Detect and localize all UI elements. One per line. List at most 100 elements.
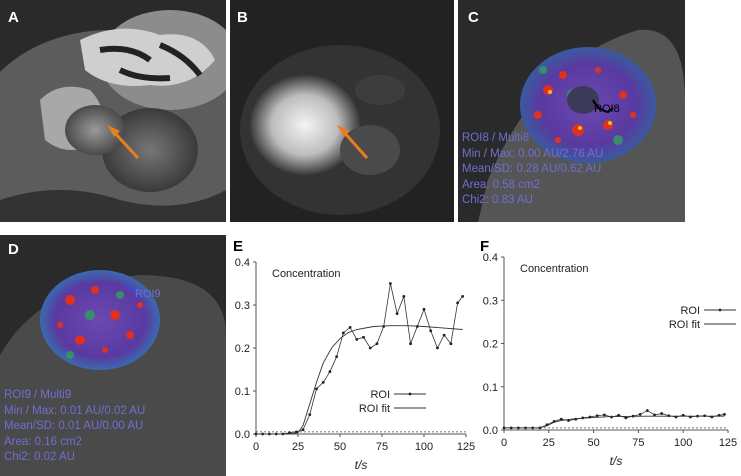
panel-c-roi-stats: ROI8 / Multi8 Min / Max: 0.00 AU/2.76 AU… — [462, 131, 603, 209]
x-tick-label: 50 — [587, 437, 599, 449]
roi-stat-line: Chi2: 0.02 AU — [4, 451, 75, 463]
y-tick-label: 0.0 — [235, 429, 250, 441]
x-tick-label: 0 — [501, 437, 507, 449]
data-point — [368, 346, 372, 350]
data-point — [559, 417, 563, 421]
data-point — [395, 312, 399, 315]
data-point — [335, 355, 339, 358]
panel-c-letter: C — [468, 9, 479, 26]
series-roi-line — [504, 410, 725, 429]
panel-c-mri-svg — [458, 0, 685, 222]
panel-e-letter: E — [233, 238, 244, 255]
roi-stat-line: ROI9 / Multi9 — [4, 389, 72, 401]
panel-d-letter: D — [8, 241, 19, 258]
data-point — [602, 413, 606, 417]
y-tick-label: 0.2 — [235, 343, 250, 355]
data-point — [456, 301, 459, 305]
data-point — [638, 413, 642, 416]
x-axis-label: t/s — [355, 458, 368, 472]
roi-stat-line: Chi2: 0.83 AU — [462, 194, 533, 206]
y-tick-label: 0.1 — [235, 386, 250, 398]
chart-e: 0.0 0.1 0.2 0.3 0.4 0 25 50 75 100 125 t/s Concentra… — [235, 257, 475, 472]
data-point — [409, 342, 412, 346]
x-tick-label: 125 — [719, 437, 737, 449]
x-tick-label: 0 — [253, 441, 259, 453]
legend-roi-label: ROI — [680, 305, 700, 317]
legend-roi-marker — [408, 392, 412, 396]
panel-a-letter: A — [8, 9, 19, 26]
roi-stat-line: Min / Max: 0.00 AU/2.76 AU — [462, 147, 604, 160]
roi-stat-line: Mean/SD: 0.01 AU/0.00 AU — [4, 420, 144, 432]
data-point — [288, 431, 291, 435]
x-tick-label: 25 — [292, 441, 304, 453]
panel-b-mri-image: B — [230, 0, 454, 222]
roi-stat-line: Min / Max: 0.01 AU/0.02 AU — [4, 404, 146, 417]
data-point — [617, 413, 621, 417]
chart-title: Concentration — [520, 263, 589, 275]
data-point — [362, 335, 365, 339]
data-point — [436, 346, 439, 350]
data-point — [348, 325, 352, 329]
legend-roi-marker — [718, 308, 722, 312]
panel-d-roi-stats: ROI9 / Multi9 Min / Max: 0.01 AU/0.02 AU… — [4, 388, 145, 466]
x-tick-label: 75 — [376, 441, 388, 453]
data-point — [660, 412, 664, 415]
series-roi-fit-line — [504, 415, 725, 429]
y-tick-label: 0.0 — [483, 425, 498, 437]
y-tick-label: 0.3 — [483, 295, 498, 307]
legend-roi-label: ROI — [370, 389, 390, 401]
data-point — [402, 295, 406, 298]
data-point — [653, 413, 656, 417]
roi-stat-line: ROI8 / Multi8 — [462, 132, 530, 144]
y-tick-label: 0.1 — [483, 382, 498, 394]
x-tick-label: 100 — [415, 441, 433, 453]
data-point — [723, 413, 726, 416]
panel-b-mri-svg — [230, 0, 454, 222]
panel-d-mri-svg — [0, 235, 226, 476]
roi-stat-line: Area: 0.16 cm2 — [4, 435, 82, 448]
data-point — [461, 295, 465, 298]
panel-c-perfusion-image: ROI8 ROI8 / Multi8 Min / Max: 0.00 AU/2.… — [458, 0, 685, 222]
data-point — [375, 342, 379, 346]
y-tick-label: 0.4 — [483, 252, 498, 264]
panel-b-letter: B — [237, 9, 248, 26]
panel-f-letter: F — [480, 238, 490, 255]
data-point — [315, 387, 318, 391]
roi8-tag: ROI8 — [594, 103, 620, 115]
legend-roi-fit-label: ROI fit — [669, 319, 700, 331]
data-point — [442, 333, 446, 337]
x-axis-label: t/s — [610, 454, 623, 468]
roi-stat-line: Mean/SD: 0.28 AU/0.62 AU — [462, 163, 602, 175]
data-point — [449, 342, 453, 346]
series-roi-fit-line — [256, 325, 463, 435]
y-tick-label: 0.4 — [235, 257, 250, 269]
data-point — [341, 331, 345, 335]
data-point — [422, 307, 426, 311]
data-point — [389, 282, 392, 285]
data-point — [301, 428, 305, 432]
x-tick-label: 100 — [674, 437, 692, 449]
x-tick-label: 50 — [334, 441, 346, 453]
arrow-a — [110, 128, 140, 160]
x-tick-label: 75 — [632, 437, 644, 449]
data-point — [328, 370, 332, 374]
chart-title: Concentration — [272, 268, 341, 280]
chart-f: 0.0 0.1 0.2 0.3 0.4 0 25 50 75 100 125 t/s Concentra… — [483, 252, 737, 468]
panel-a-mri-svg — [0, 0, 226, 222]
x-tick-label: 125 — [457, 441, 475, 453]
data-point — [355, 338, 359, 341]
data-point — [595, 414, 599, 418]
y-tick-label: 0.2 — [483, 339, 498, 351]
data-point — [429, 329, 433, 333]
data-point — [645, 409, 649, 412]
panel-a-mri-image: A — [0, 0, 226, 222]
data-point — [308, 413, 312, 417]
x-tick-label: 25 — [543, 437, 555, 449]
roi9-tag: ROI9 — [135, 288, 161, 300]
panel-d-perfusion-image: ROI9 ROI9 / Multi9 Min / Max: 0.01 AU/0.… — [0, 235, 226, 476]
data-point — [624, 416, 628, 420]
y-tick-label: 0.3 — [235, 300, 250, 312]
roi-stat-line: Area: 0.58 cm2 — [462, 178, 540, 191]
data-point — [321, 381, 325, 384]
legend-roi-fit-label: ROI fit — [359, 403, 390, 415]
